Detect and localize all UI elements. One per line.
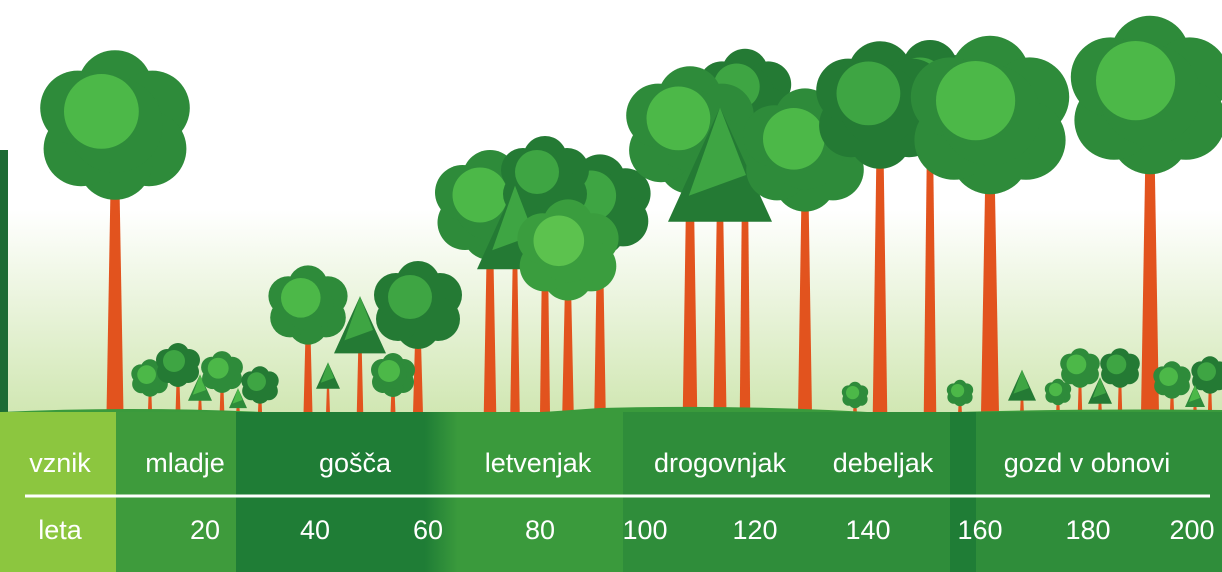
canopy (533, 215, 585, 267)
canopy (1159, 367, 1178, 386)
canopy (207, 357, 229, 379)
year-label: 40 (300, 515, 330, 545)
row-label: vznik (29, 448, 91, 478)
side-bar (0, 150, 8, 420)
trees (40, 15, 1222, 414)
canopy (1189, 385, 1200, 402)
stage-label: letvenjak (485, 448, 592, 478)
stage-label: gozd v obnovi (1004, 448, 1171, 478)
canopy (247, 372, 266, 391)
canopy (951, 384, 965, 398)
year-label: 60 (413, 515, 443, 545)
canopy (137, 365, 156, 384)
canopy (192, 374, 206, 395)
canopy (232, 388, 243, 404)
canopy (64, 74, 139, 149)
canopy (452, 167, 508, 223)
row-label: leta (38, 515, 83, 545)
canopy (515, 150, 559, 194)
canopy (163, 350, 185, 372)
year-label: 160 (957, 515, 1002, 545)
canopy (378, 360, 400, 382)
year-label: 100 (622, 515, 667, 545)
year-label: 180 (1065, 515, 1110, 545)
canopy (846, 386, 860, 400)
panel-col (976, 412, 1222, 572)
stage-label: mladje (145, 448, 225, 478)
canopy (763, 108, 825, 170)
trunk (1141, 95, 1159, 414)
year-label: 80 (525, 515, 555, 545)
canopy (344, 296, 373, 341)
canopy (688, 107, 746, 196)
panel-col (0, 412, 116, 572)
year-label: 200 (1169, 515, 1214, 545)
canopy (320, 362, 334, 383)
canopy (836, 61, 901, 126)
canopy (281, 278, 321, 318)
year-label: 140 (845, 515, 890, 545)
canopy (1066, 354, 1087, 375)
canopy (1096, 41, 1176, 121)
panel-col (116, 412, 236, 572)
trunk (510, 235, 520, 414)
stage-label: drogovnjak (654, 448, 787, 478)
stage-label: gošča (319, 448, 392, 478)
trunk (798, 150, 812, 414)
trunk (713, 175, 727, 414)
canopy (1106, 354, 1127, 375)
panel-col (236, 412, 458, 572)
trunk (872, 105, 888, 414)
canopy (936, 61, 1016, 141)
stage-label: debeljak (833, 448, 934, 478)
panel-col (950, 412, 976, 572)
canopy (1049, 383, 1063, 397)
canopy (1092, 377, 1106, 398)
panel-col (623, 412, 950, 572)
canopy (646, 86, 711, 151)
trunk (923, 95, 937, 414)
year-label: 120 (732, 515, 777, 545)
canopy (1197, 362, 1216, 381)
year-label: 20 (190, 515, 220, 545)
panel-col (458, 412, 623, 572)
canopy (388, 275, 432, 319)
canopy (1013, 369, 1029, 394)
